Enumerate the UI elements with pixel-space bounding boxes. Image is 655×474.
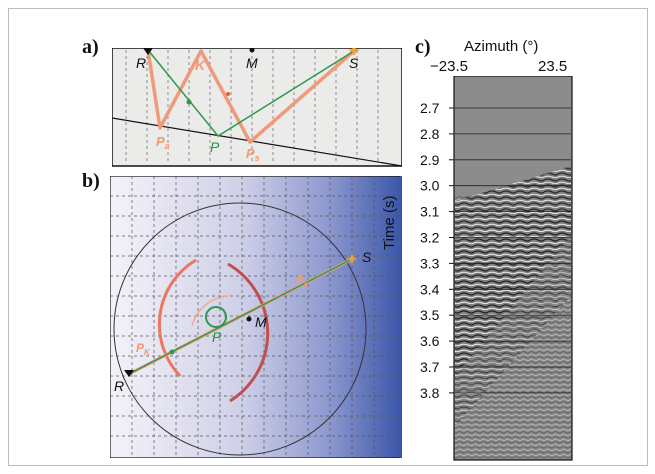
focus-circle xyxy=(205,306,227,328)
panel-c-label: c) xyxy=(415,36,431,58)
time-tick-label: 2.7 xyxy=(420,100,440,116)
panel-c-gather: 2.7 2.8 2.9 3.0 3.1 3.2 3.3 3.4 3.5 3.6 3.7 3.8 xyxy=(420,76,573,461)
green-path-b xyxy=(128,258,353,375)
time-tick-label: 2.8 xyxy=(420,126,440,142)
gather-lower-band xyxy=(455,206,571,426)
azimuth-min-label: −23.5 xyxy=(430,58,468,75)
time-tick-label: 2.9 xyxy=(420,152,440,168)
receiver-marker-a xyxy=(143,48,153,55)
panel-b-label: b) xyxy=(82,170,100,192)
green-path-a xyxy=(147,49,355,137)
time-tick-label: 3.7 xyxy=(420,359,440,375)
ellipse-arc-left xyxy=(157,258,197,378)
midpoint-marker-b xyxy=(246,316,252,322)
azimuth-title: Azimuth (°) xyxy=(464,38,539,55)
point-M-a: M xyxy=(246,55,258,71)
point-M-b: M xyxy=(255,314,267,330)
point-S-b: S xyxy=(362,249,372,265)
point-Ps-b: Ps xyxy=(296,273,309,289)
point-P-b: P xyxy=(212,329,222,345)
time-ticks: 2.7 2.8 2.9 3.0 3.1 3.2 3.3 3.4 3.5 3.6 3.7 3.8 xyxy=(420,100,571,401)
green-dot-a xyxy=(186,99,192,105)
time-tick-label: 3.1 xyxy=(420,204,440,220)
time-tick-label: 3.5 xyxy=(420,307,440,323)
panel-a-label: a) xyxy=(82,36,99,58)
ellipse-arc-right xyxy=(227,262,270,403)
point-Pk-b: PK xyxy=(136,341,151,357)
time-tick-label: 3.4 xyxy=(420,281,440,297)
time-tick-label: 3.6 xyxy=(420,333,440,349)
green-dot-b xyxy=(169,349,175,355)
ellipse-arc-inner xyxy=(191,295,229,327)
panel-b-grid xyxy=(110,176,402,458)
time-axis-title: Time (s) xyxy=(381,195,398,250)
point-S-a: S xyxy=(349,55,359,71)
point-R-b: R xyxy=(114,378,124,394)
time-tick-label: 3.0 xyxy=(420,178,440,194)
panel-b-diagram: R S M P PK Ps xyxy=(110,176,402,458)
point-K-a: K xyxy=(195,57,206,73)
azimuth-max-label: 23.5 xyxy=(538,58,568,75)
midpoint-marker-a xyxy=(249,48,255,53)
aperture-circle xyxy=(113,202,367,456)
source-marker-a xyxy=(348,48,360,56)
time-tick-label: 3.3 xyxy=(420,255,440,271)
point-P-a: P xyxy=(210,139,220,155)
panel-a-diagram: R K M S P Pa Ps xyxy=(112,48,402,167)
time-tick-label: 3.8 xyxy=(420,385,440,401)
point-R-a: R xyxy=(136,55,146,71)
point-Pa-a: Pa xyxy=(156,134,170,151)
figure-frame xyxy=(8,8,648,466)
time-tick-label: 3.2 xyxy=(420,230,440,246)
orange-dot-a xyxy=(226,92,230,96)
receiver-marker-b xyxy=(124,370,134,377)
point-Ps-a: Ps xyxy=(246,146,260,163)
ray-path-a xyxy=(146,49,356,144)
source-marker-b xyxy=(346,254,358,264)
